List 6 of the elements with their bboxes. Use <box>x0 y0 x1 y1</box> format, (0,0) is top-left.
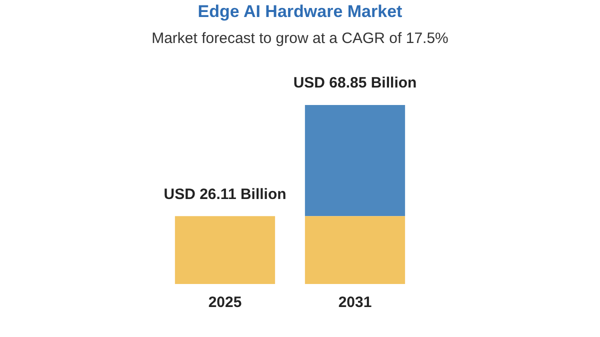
chart-subtitle: Market forecast to grow at a CAGR of 17.5% <box>150 30 450 47</box>
x-tick-label: 2025 <box>208 294 242 312</box>
chart-title: Edge AI Hardware Market <box>196 2 404 22</box>
data-label: USD 26.11 Billion <box>164 186 286 203</box>
total-label: USD 68.85 Billion <box>293 74 417 92</box>
x-tick-label: 2031 <box>338 294 372 312</box>
